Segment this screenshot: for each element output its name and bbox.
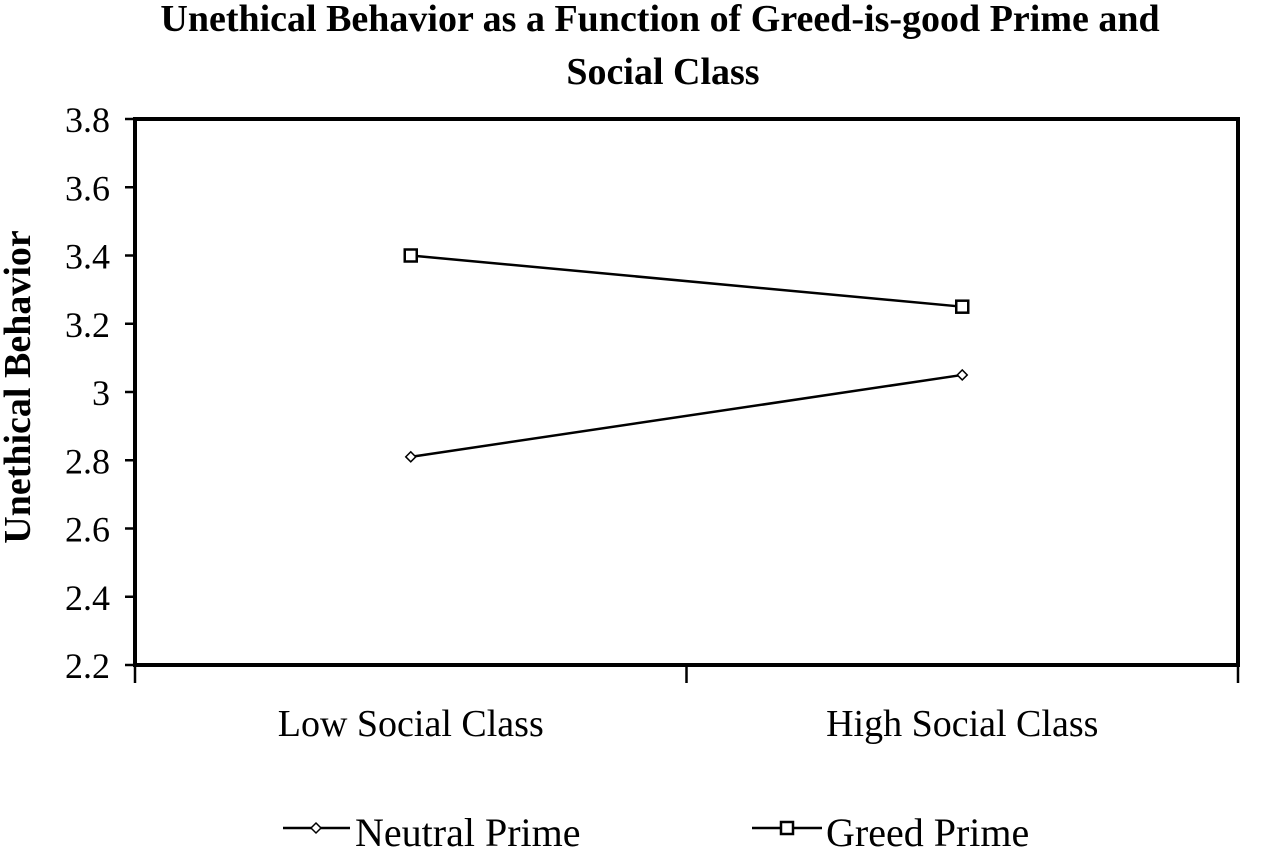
y-axis-label: Unethical Behavior — [0, 230, 39, 544]
legend-square-marker — [779, 820, 795, 836]
plot-area — [133, 117, 1240, 667]
legend-label-neutral-prime: Neutral Prime — [355, 810, 581, 849]
legend-label-greed-prime: Greed Prime — [826, 810, 1029, 849]
data-point-neutral-prime — [404, 450, 417, 463]
series-layer — [403, 248, 970, 463]
y-tick-label: 2.4 — [65, 578, 110, 618]
data-point-greed-prime — [955, 299, 970, 314]
x-category-label: Low Social Class — [278, 703, 544, 745]
y-tick-label: 2.8 — [65, 441, 110, 481]
chart-title-line-1: Unethical Behavior as a Function of Gree… — [160, 0, 1159, 40]
legend-diamond-marker — [309, 821, 323, 835]
y-tick-label: 3.4 — [65, 237, 110, 277]
series-line-greed-prime — [410, 254, 963, 308]
y-tick-label: 3.8 — [65, 100, 110, 140]
y-tick-label: 3.2 — [65, 305, 110, 345]
y-tick-label: 3 — [92, 373, 110, 413]
x-axis-ticks: Low Social Class High Social Class — [133, 665, 1240, 745]
y-axis-ticks: 3.8 3.6 3.4 3.2 3 2.8 2.6 2.4 2.2 — [65, 100, 135, 686]
y-tick-label: 3.6 — [65, 168, 110, 208]
legend: Neutral Prime Greed Prime — [283, 810, 1029, 849]
chart-title-line-2: Social Class — [566, 51, 759, 93]
legend-item-neutral-prime: Neutral Prime — [283, 810, 581, 849]
y-tick-label: 2.2 — [65, 646, 110, 686]
x-category-label: High Social Class — [826, 703, 1098, 745]
data-point-greed-prime — [403, 248, 418, 263]
series-line-neutral-prime — [410, 373, 963, 459]
legend-item-greed-prime: Greed Prime — [752, 810, 1029, 849]
data-point-neutral-prime — [956, 368, 969, 381]
y-tick-label: 2.6 — [65, 510, 110, 550]
